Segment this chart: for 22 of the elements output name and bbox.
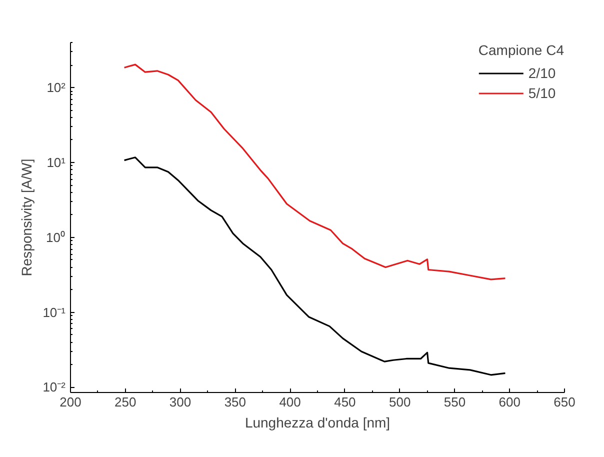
y-tick-label: 10⁰: [46, 230, 66, 245]
x-tick-label: 300: [169, 394, 192, 410]
y-tick-label: 10⁻²: [42, 380, 66, 395]
y-tick-label: 10²: [46, 80, 66, 96]
legend-label: 5/10: [528, 85, 556, 101]
x-tick-label: 550: [444, 394, 466, 410]
x-tick-label: 600: [498, 394, 520, 410]
y-axis-title: Responsivity [A/W]: [18, 158, 35, 276]
x-tick-label: 650: [554, 394, 576, 410]
legend-title: Campione C4: [478, 42, 564, 58]
x-tick-label: 250: [114, 394, 136, 410]
y-tick-label: 10¹: [46, 155, 66, 170]
x-tick-label: 200: [60, 394, 82, 410]
x-tick-label: 500: [388, 394, 411, 410]
line-series: [123, 64, 506, 280]
y-tick-label: 10⁻¹: [42, 304, 66, 320]
x-tick-label: 400: [279, 394, 301, 410]
x-axis-title: Lunghezza d'onda [nm]: [244, 414, 390, 430]
legend-label: 2/10: [528, 65, 556, 81]
x-tick-label: 350: [224, 394, 246, 410]
line-series: [123, 156, 506, 376]
x-tick-label: 450: [334, 394, 356, 410]
